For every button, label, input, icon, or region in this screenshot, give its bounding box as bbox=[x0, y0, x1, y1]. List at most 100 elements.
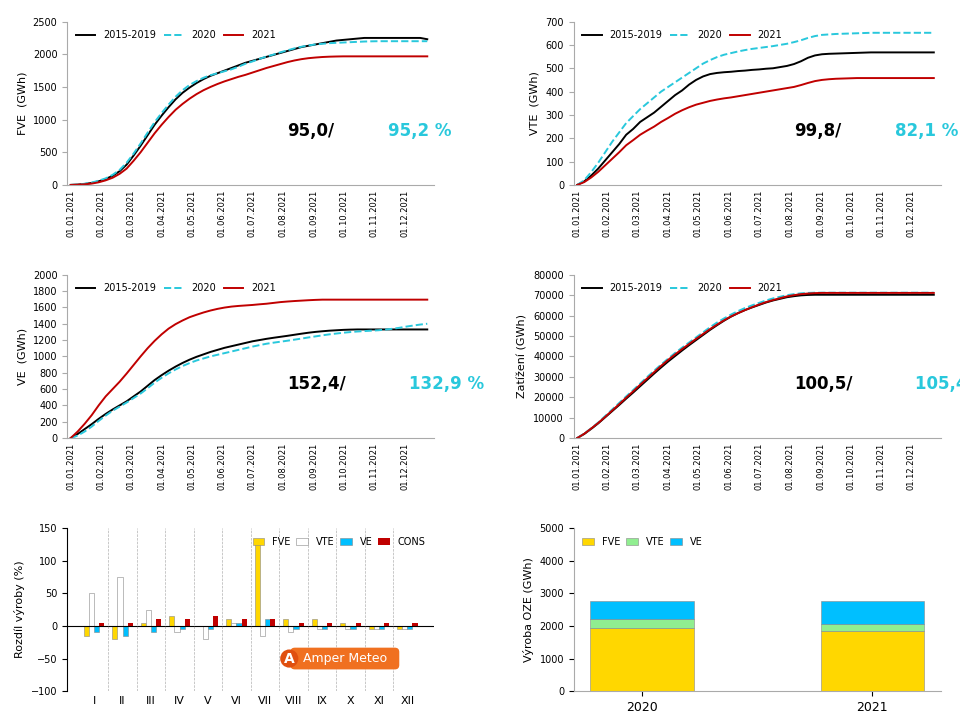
Text: 99,8/: 99,8/ bbox=[794, 122, 841, 140]
2020 bbox=[803, 34, 814, 42]
Bar bbox=[146, 610, 151, 626]
2015-2019 bbox=[359, 34, 371, 42]
2020 bbox=[93, 176, 105, 185]
2021 bbox=[928, 73, 940, 82]
2021 bbox=[296, 55, 307, 63]
2021 bbox=[400, 52, 412, 60]
Text: 82,1 %: 82,1 % bbox=[895, 122, 958, 140]
Bar bbox=[123, 626, 128, 636]
2021 bbox=[907, 289, 919, 297]
2015-2019 bbox=[697, 330, 708, 339]
2021 bbox=[281, 58, 293, 66]
Bar bbox=[260, 626, 265, 636]
2021 bbox=[571, 433, 583, 442]
2015-2019 bbox=[400, 34, 412, 42]
Bar bbox=[236, 623, 242, 626]
Line: 2020: 2020 bbox=[71, 324, 427, 438]
2020 bbox=[281, 336, 293, 345]
Line: 2021: 2021 bbox=[71, 300, 427, 438]
Bar bbox=[590, 619, 694, 628]
Bar bbox=[169, 616, 175, 626]
2015-2019 bbox=[571, 433, 583, 442]
2020 bbox=[65, 181, 77, 189]
2015-2019 bbox=[65, 433, 77, 442]
2015-2019 bbox=[739, 66, 751, 75]
2020 bbox=[93, 417, 105, 426]
2015-2019 bbox=[351, 325, 363, 334]
Bar bbox=[156, 619, 161, 626]
2015-2019 bbox=[788, 292, 800, 300]
2015-2019 bbox=[739, 306, 751, 315]
2021 bbox=[816, 289, 828, 297]
2020 bbox=[232, 346, 244, 354]
Bar bbox=[175, 626, 180, 632]
2020 bbox=[296, 334, 307, 343]
Bar bbox=[94, 626, 99, 632]
Bar bbox=[213, 616, 218, 626]
2015-2019 bbox=[571, 181, 583, 189]
2020 bbox=[865, 29, 876, 37]
Line: 2015-2019: 2015-2019 bbox=[71, 330, 427, 438]
Bar bbox=[590, 628, 694, 691]
2020 bbox=[928, 289, 940, 297]
2020 bbox=[394, 323, 405, 332]
2021 bbox=[788, 83, 800, 91]
2021 bbox=[232, 73, 244, 81]
2021 bbox=[803, 78, 814, 87]
2015-2019 bbox=[907, 48, 919, 57]
Text: A: A bbox=[284, 652, 295, 665]
2015-2019 bbox=[788, 60, 800, 68]
Line: 2015-2019: 2015-2019 bbox=[71, 38, 427, 185]
2020 bbox=[809, 289, 821, 297]
Bar bbox=[151, 626, 156, 632]
2020 bbox=[191, 77, 203, 86]
2020 bbox=[907, 29, 919, 37]
2021 bbox=[739, 306, 751, 315]
2020 bbox=[421, 37, 433, 45]
2015-2019 bbox=[421, 35, 433, 43]
2021 bbox=[852, 73, 863, 82]
2015-2019 bbox=[809, 290, 821, 299]
2020 bbox=[803, 289, 814, 297]
2020 bbox=[697, 328, 708, 337]
Y-axis label: VE  (GWh): VE (GWh) bbox=[17, 328, 27, 385]
Bar bbox=[413, 623, 418, 626]
Bar bbox=[317, 626, 322, 629]
Y-axis label: Výroba OZE (GWh): Výroba OZE (GWh) bbox=[523, 557, 534, 662]
2021 bbox=[93, 178, 105, 186]
Bar bbox=[369, 626, 373, 629]
2015-2019 bbox=[232, 341, 244, 349]
Bar bbox=[821, 631, 924, 691]
Line: 2015-2019: 2015-2019 bbox=[577, 53, 934, 185]
2020 bbox=[372, 37, 384, 45]
Legend: 2015-2019, 2020, 2021: 2015-2019, 2020, 2021 bbox=[579, 279, 786, 297]
2015-2019 bbox=[907, 290, 919, 299]
Line: 2020: 2020 bbox=[577, 33, 934, 185]
2020 bbox=[599, 412, 611, 420]
2021 bbox=[739, 91, 751, 99]
2015-2019 bbox=[281, 47, 293, 55]
2020 bbox=[599, 148, 611, 156]
Bar bbox=[294, 626, 299, 629]
2021 bbox=[296, 297, 307, 305]
2021 bbox=[928, 289, 940, 297]
Bar bbox=[379, 626, 384, 629]
Text: Amper Meteo: Amper Meteo bbox=[295, 652, 395, 665]
2021 bbox=[191, 310, 203, 319]
2020 bbox=[907, 289, 919, 297]
Bar bbox=[590, 601, 694, 619]
Text: 152,4/: 152,4/ bbox=[287, 375, 347, 393]
2015-2019 bbox=[599, 413, 611, 421]
2020 bbox=[739, 304, 751, 312]
Text: 100,5/: 100,5/ bbox=[794, 375, 852, 393]
Bar bbox=[350, 626, 355, 629]
Bar bbox=[265, 619, 270, 626]
2021 bbox=[697, 330, 708, 338]
Bar bbox=[355, 623, 361, 626]
Bar bbox=[208, 626, 213, 629]
Bar bbox=[373, 626, 379, 629]
2021 bbox=[599, 413, 611, 421]
Y-axis label: FVE  (GWh): FVE (GWh) bbox=[17, 71, 27, 135]
2021 bbox=[400, 295, 412, 304]
Legend: FVE, VTE, VE: FVE, VTE, VE bbox=[579, 533, 707, 551]
